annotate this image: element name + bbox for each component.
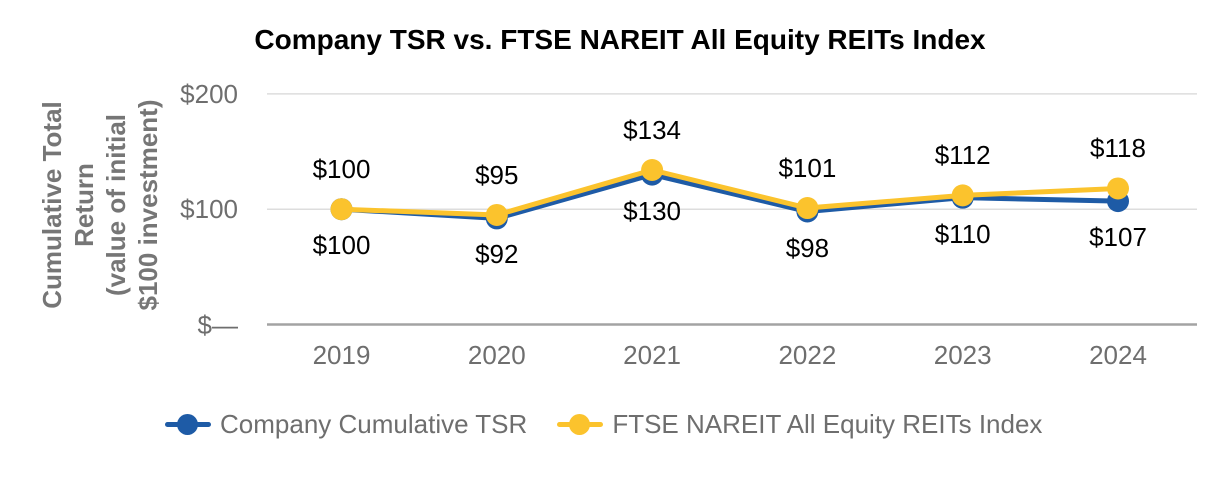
data-point-marker	[485, 203, 508, 226]
x-tick-label: 2020	[467, 340, 526, 370]
data-label: $100	[312, 230, 371, 261]
data-label: $110	[934, 218, 991, 249]
x-tick-label: 2022	[778, 340, 837, 370]
y-tick-label: $—	[197, 309, 238, 340]
x-tick-label: 2024	[1089, 340, 1147, 370]
data-label: $92	[475, 239, 519, 270]
chart-title: Company TSR vs. FTSE NAREIT All Equity R…	[254, 24, 986, 55]
data-label: $98	[785, 232, 830, 263]
data-label: $112	[934, 140, 991, 171]
legend-label: Company Cumulative TSR	[220, 409, 528, 439]
data-point-marker	[330, 198, 353, 221]
x-tick-label: 2021	[623, 340, 682, 370]
line-dot-marker-icon	[557, 413, 604, 435]
y-tick-label: $100	[180, 194, 238, 225]
data-label: $118	[1090, 133, 1146, 164]
data-point-marker	[951, 184, 974, 207]
data-point-marker	[1107, 177, 1129, 200]
series-line	[339, 172, 1121, 221]
y-tick-label: $200	[180, 78, 238, 109]
data-label: $95	[475, 159, 519, 190]
legend: Company Cumulative TSR FTSE NAREIT All E…	[165, 409, 1042, 439]
legend-item-company-tsr: Company Cumulative TSR	[165, 409, 527, 439]
data-label: $101	[778, 153, 837, 184]
data-label: $100	[312, 154, 371, 185]
legend-item-ftse-nareit-index: FTSE NAREIT All Equity REITs Index	[557, 409, 1042, 439]
x-tick-label: 2019	[312, 340, 371, 370]
legend-label: FTSE NAREIT All Equity REITs Index	[612, 409, 1043, 439]
data-label: $130	[623, 195, 682, 226]
data-point-marker	[641, 158, 664, 181]
data-label: $134	[623, 114, 682, 145]
data-point-marker	[796, 197, 819, 220]
line-dot-marker-icon	[165, 413, 211, 435]
series-line	[339, 167, 1121, 218]
data-label: $107	[1089, 222, 1147, 253]
x-tick-label: 2023	[933, 340, 992, 370]
